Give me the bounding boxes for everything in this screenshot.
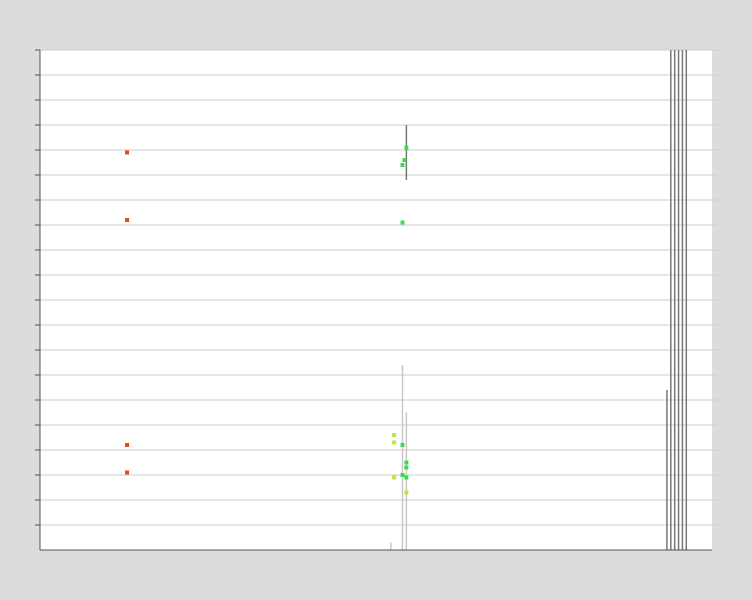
data-point	[402, 158, 407, 162]
data-point	[125, 218, 130, 222]
data-point	[404, 490, 409, 495]
data-point	[392, 475, 397, 480]
data-point	[392, 440, 397, 445]
data-point	[404, 460, 409, 465]
data-point	[125, 470, 130, 475]
data-point	[404, 475, 409, 480]
data-point	[400, 220, 405, 225]
data-point	[125, 443, 130, 447]
data-point	[125, 150, 130, 155]
data-points	[125, 145, 409, 495]
data-point	[400, 163, 405, 167]
data-point	[404, 145, 409, 150]
data-point	[400, 443, 405, 447]
data-point	[392, 433, 397, 437]
data-point	[400, 473, 405, 477]
error-bars	[390, 50, 688, 550]
data-point	[404, 465, 409, 470]
gridlines	[35, 49, 718, 526]
